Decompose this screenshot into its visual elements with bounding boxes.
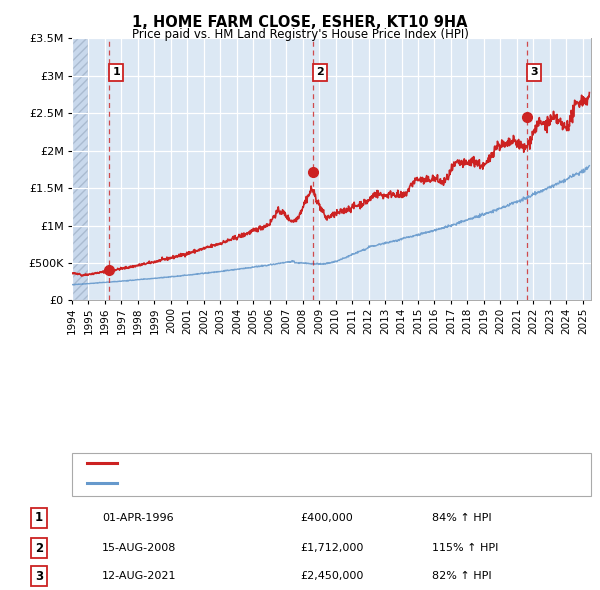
Text: 3: 3 — [35, 569, 43, 583]
Text: 12-AUG-2021: 12-AUG-2021 — [102, 571, 176, 581]
Text: 1, HOME FARM CLOSE, ESHER, KT10 9HA (detached house): 1, HOME FARM CLOSE, ESHER, KT10 9HA (det… — [126, 458, 455, 468]
Text: 82% ↑ HPI: 82% ↑ HPI — [432, 571, 491, 581]
Text: HPI: Average price, detached house, Elmbridge: HPI: Average price, detached house, Elmb… — [126, 477, 389, 487]
Text: £1,712,000: £1,712,000 — [300, 543, 364, 553]
Text: 115% ↑ HPI: 115% ↑ HPI — [432, 543, 499, 553]
Text: £2,450,000: £2,450,000 — [300, 571, 364, 581]
Text: 1: 1 — [35, 512, 43, 525]
Text: 1: 1 — [112, 67, 120, 77]
Text: £400,000: £400,000 — [300, 513, 353, 523]
Text: 01-APR-1996: 01-APR-1996 — [102, 513, 173, 523]
Text: 84% ↑ HPI: 84% ↑ HPI — [432, 513, 491, 523]
Text: 3: 3 — [530, 67, 538, 77]
Text: 2: 2 — [35, 542, 43, 555]
FancyBboxPatch shape — [72, 453, 591, 496]
Text: 1, HOME FARM CLOSE, ESHER, KT10 9HA: 1, HOME FARM CLOSE, ESHER, KT10 9HA — [132, 15, 468, 30]
Text: 2: 2 — [316, 67, 324, 77]
Text: 15-AUG-2008: 15-AUG-2008 — [102, 543, 176, 553]
Text: Price paid vs. HM Land Registry's House Price Index (HPI): Price paid vs. HM Land Registry's House … — [131, 28, 469, 41]
